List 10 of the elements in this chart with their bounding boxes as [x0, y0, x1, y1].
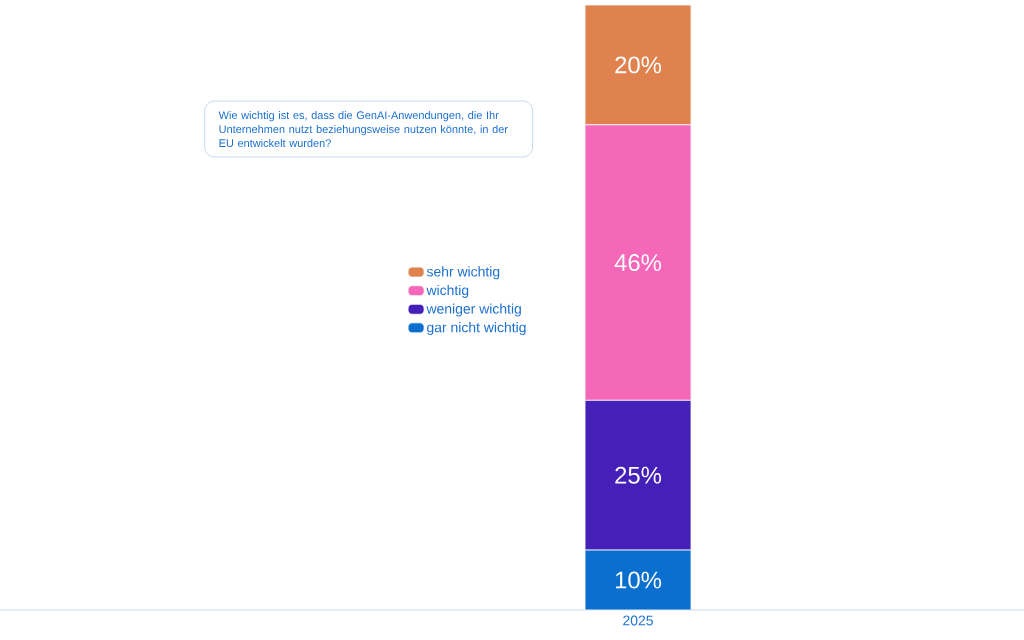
- data-label: 20%: [615, 56, 662, 74]
- legend-label: sehr wichtig: [426, 266, 500, 280]
- legend-label: wichtig: [426, 284, 469, 298]
- text: Wie wichtig ist es, dass die GenAI-Anwendungen, die Ihr Unternehmen nutzt beziehungsweise nutzen könnte, in der EU entwickelt wurden?: [218, 111, 508, 147]
- legend-label: gar nicht wichtig: [427, 322, 526, 336]
- data-label: 10%: [615, 571, 662, 589]
- data-label: 46%: [614, 254, 662, 272]
- data-label: 25%: [615, 466, 662, 484]
- x-tick-label: 2025: [623, 615, 653, 626]
- legend-label: weniger wichtig: [426, 303, 521, 317]
